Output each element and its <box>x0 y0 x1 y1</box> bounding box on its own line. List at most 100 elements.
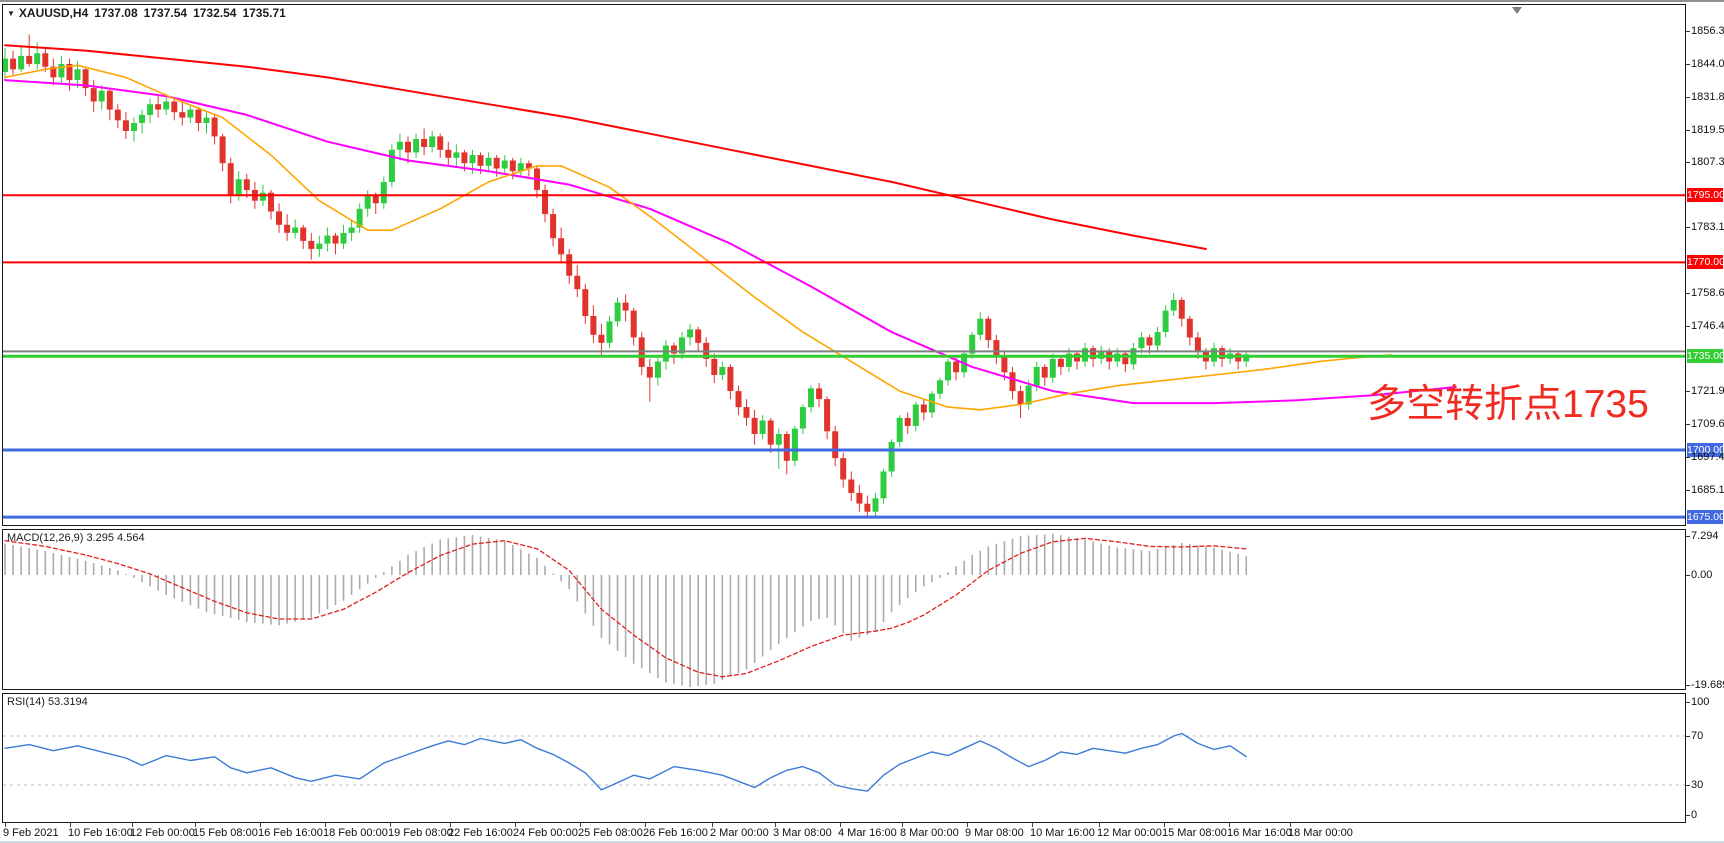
bearish-candle <box>566 254 573 276</box>
rsi-line <box>4 732 1247 792</box>
bearish-candle <box>743 407 750 418</box>
price-axis-tick <box>1686 457 1690 458</box>
moving-average-red <box>4 44 1207 250</box>
bearish-candle <box>276 211 282 225</box>
bearish-candle <box>82 69 89 89</box>
bearish-candle <box>90 88 97 102</box>
bearish-candle <box>26 55 33 64</box>
time-axis-tick <box>840 823 841 827</box>
price-axis-tick <box>1686 227 1690 228</box>
bullish-candle <box>791 428 798 461</box>
bearish-candle <box>824 399 831 432</box>
rsi-axis-label: 70 <box>1691 730 1704 742</box>
bullish-candle <box>1033 366 1040 386</box>
bearish-candle <box>574 275 581 290</box>
rsi-axis-label: 100 <box>1691 696 1710 708</box>
macd-signal-line <box>4 537 1247 678</box>
rsi-pane[interactable] <box>2 693 1686 823</box>
bearish-candle <box>509 160 516 172</box>
bearish-candle <box>1194 337 1201 351</box>
time-axis-label: 22 Feb 16:00 <box>448 827 513 839</box>
price-chart-pane[interactable] <box>2 4 1686 526</box>
bearish-candle <box>646 366 653 378</box>
bearish-candle <box>783 434 790 461</box>
time-axis-label: 18 Mar 00:00 <box>1288 827 1353 839</box>
bearish-candle <box>671 345 677 354</box>
bearish-candle <box>727 366 734 391</box>
time-axis-tick <box>712 823 713 827</box>
time-axis-label: 10 Feb 16:00 <box>68 827 133 839</box>
bearish-candle <box>848 479 855 493</box>
bearish-candle <box>493 157 500 169</box>
bearish-candle <box>558 238 565 255</box>
bearish-candle <box>832 431 839 459</box>
bearish-candle <box>598 334 605 343</box>
bullish-candle <box>203 117 210 123</box>
bearish-candle <box>1186 318 1193 338</box>
bullish-candle <box>58 64 65 78</box>
macd-canvas[interactable] <box>3 530 1685 689</box>
time-axis-label: 9 Mar 08:00 <box>965 827 1024 839</box>
bearish-candle <box>590 316 597 335</box>
bullish-candle <box>880 471 887 499</box>
price-axis-label: 1709.65 <box>1691 418 1724 430</box>
bullish-candle <box>977 318 984 335</box>
bearish-candle <box>542 190 548 215</box>
macd-pane[interactable] <box>2 529 1686 690</box>
bearish-candle <box>106 90 113 110</box>
bearish-candle <box>735 391 742 408</box>
bullish-candle <box>259 192 266 201</box>
bearish-candle <box>171 101 178 113</box>
moving-average-magenta <box>4 79 1457 405</box>
time-axis-tick <box>580 823 581 827</box>
price-axis-tick <box>1686 391 1690 392</box>
price-chart-canvas[interactable] <box>3 5 1685 525</box>
bearish-candle <box>461 152 468 164</box>
bullish-candle <box>687 329 694 338</box>
price-axis-label: 1746.40 <box>1691 320 1724 332</box>
rsi-canvas[interactable] <box>3 694 1685 822</box>
time-axis-tick <box>5 823 6 827</box>
macd-axis-label: -19.689 <box>1691 679 1724 691</box>
bearish-candle <box>1122 353 1129 365</box>
bullish-candle <box>388 149 395 182</box>
price-line-badge: 1675.00 <box>1687 510 1724 525</box>
macd-indicator-label: MACD(12,26,9) 3.295 4.564 <box>7 532 145 544</box>
time-axis-tick <box>450 823 451 827</box>
ohlc-low: 1732.54 <box>193 6 237 20</box>
price-axis-label: 1721.90 <box>1691 385 1724 397</box>
price-axis-tick <box>1686 130 1690 131</box>
price-axis-label: 1783.15 <box>1691 221 1724 233</box>
time-axis-label: 12 Mar 00:00 <box>1097 827 1162 839</box>
time-axis-tick <box>967 823 968 827</box>
bearish-candle <box>816 388 823 400</box>
time-axis-label: 9 Feb 2021 <box>3 827 59 839</box>
bearish-candle <box>50 66 57 78</box>
bullish-candle <box>187 109 194 118</box>
price-axis-tick <box>1686 162 1690 163</box>
bearish-candle <box>268 192 274 212</box>
price-axis-tick <box>1686 490 1690 491</box>
bearish-candle <box>711 358 718 375</box>
bullish-candle <box>662 345 669 362</box>
bullish-candle <box>453 152 460 158</box>
price-line-badge: 1770.00 <box>1687 255 1724 270</box>
time-axis-tick <box>325 823 326 827</box>
chart-shift-icon <box>1512 7 1522 14</box>
macd-axis-tick <box>1686 575 1690 576</box>
time-axis-label: 16 Feb 16:00 <box>258 827 323 839</box>
symbol-marker-icon: ▼ <box>7 9 15 18</box>
bullish-candle <box>1049 358 1056 378</box>
bullish-candle <box>775 434 782 445</box>
time-axis-label: 15 Feb 08:00 <box>193 827 258 839</box>
price-axis-tick <box>1686 64 1690 65</box>
time-axis-tick <box>1032 823 1033 827</box>
bearish-candle <box>10 58 17 70</box>
time-axis-label: 19 Feb 08:00 <box>388 827 453 839</box>
rsi-axis-tick <box>1686 815 1690 816</box>
bullish-candle <box>517 163 524 172</box>
bearish-candle <box>227 163 234 196</box>
time-axis-tick <box>1290 823 1291 827</box>
price-axis-tick <box>1686 293 1690 294</box>
